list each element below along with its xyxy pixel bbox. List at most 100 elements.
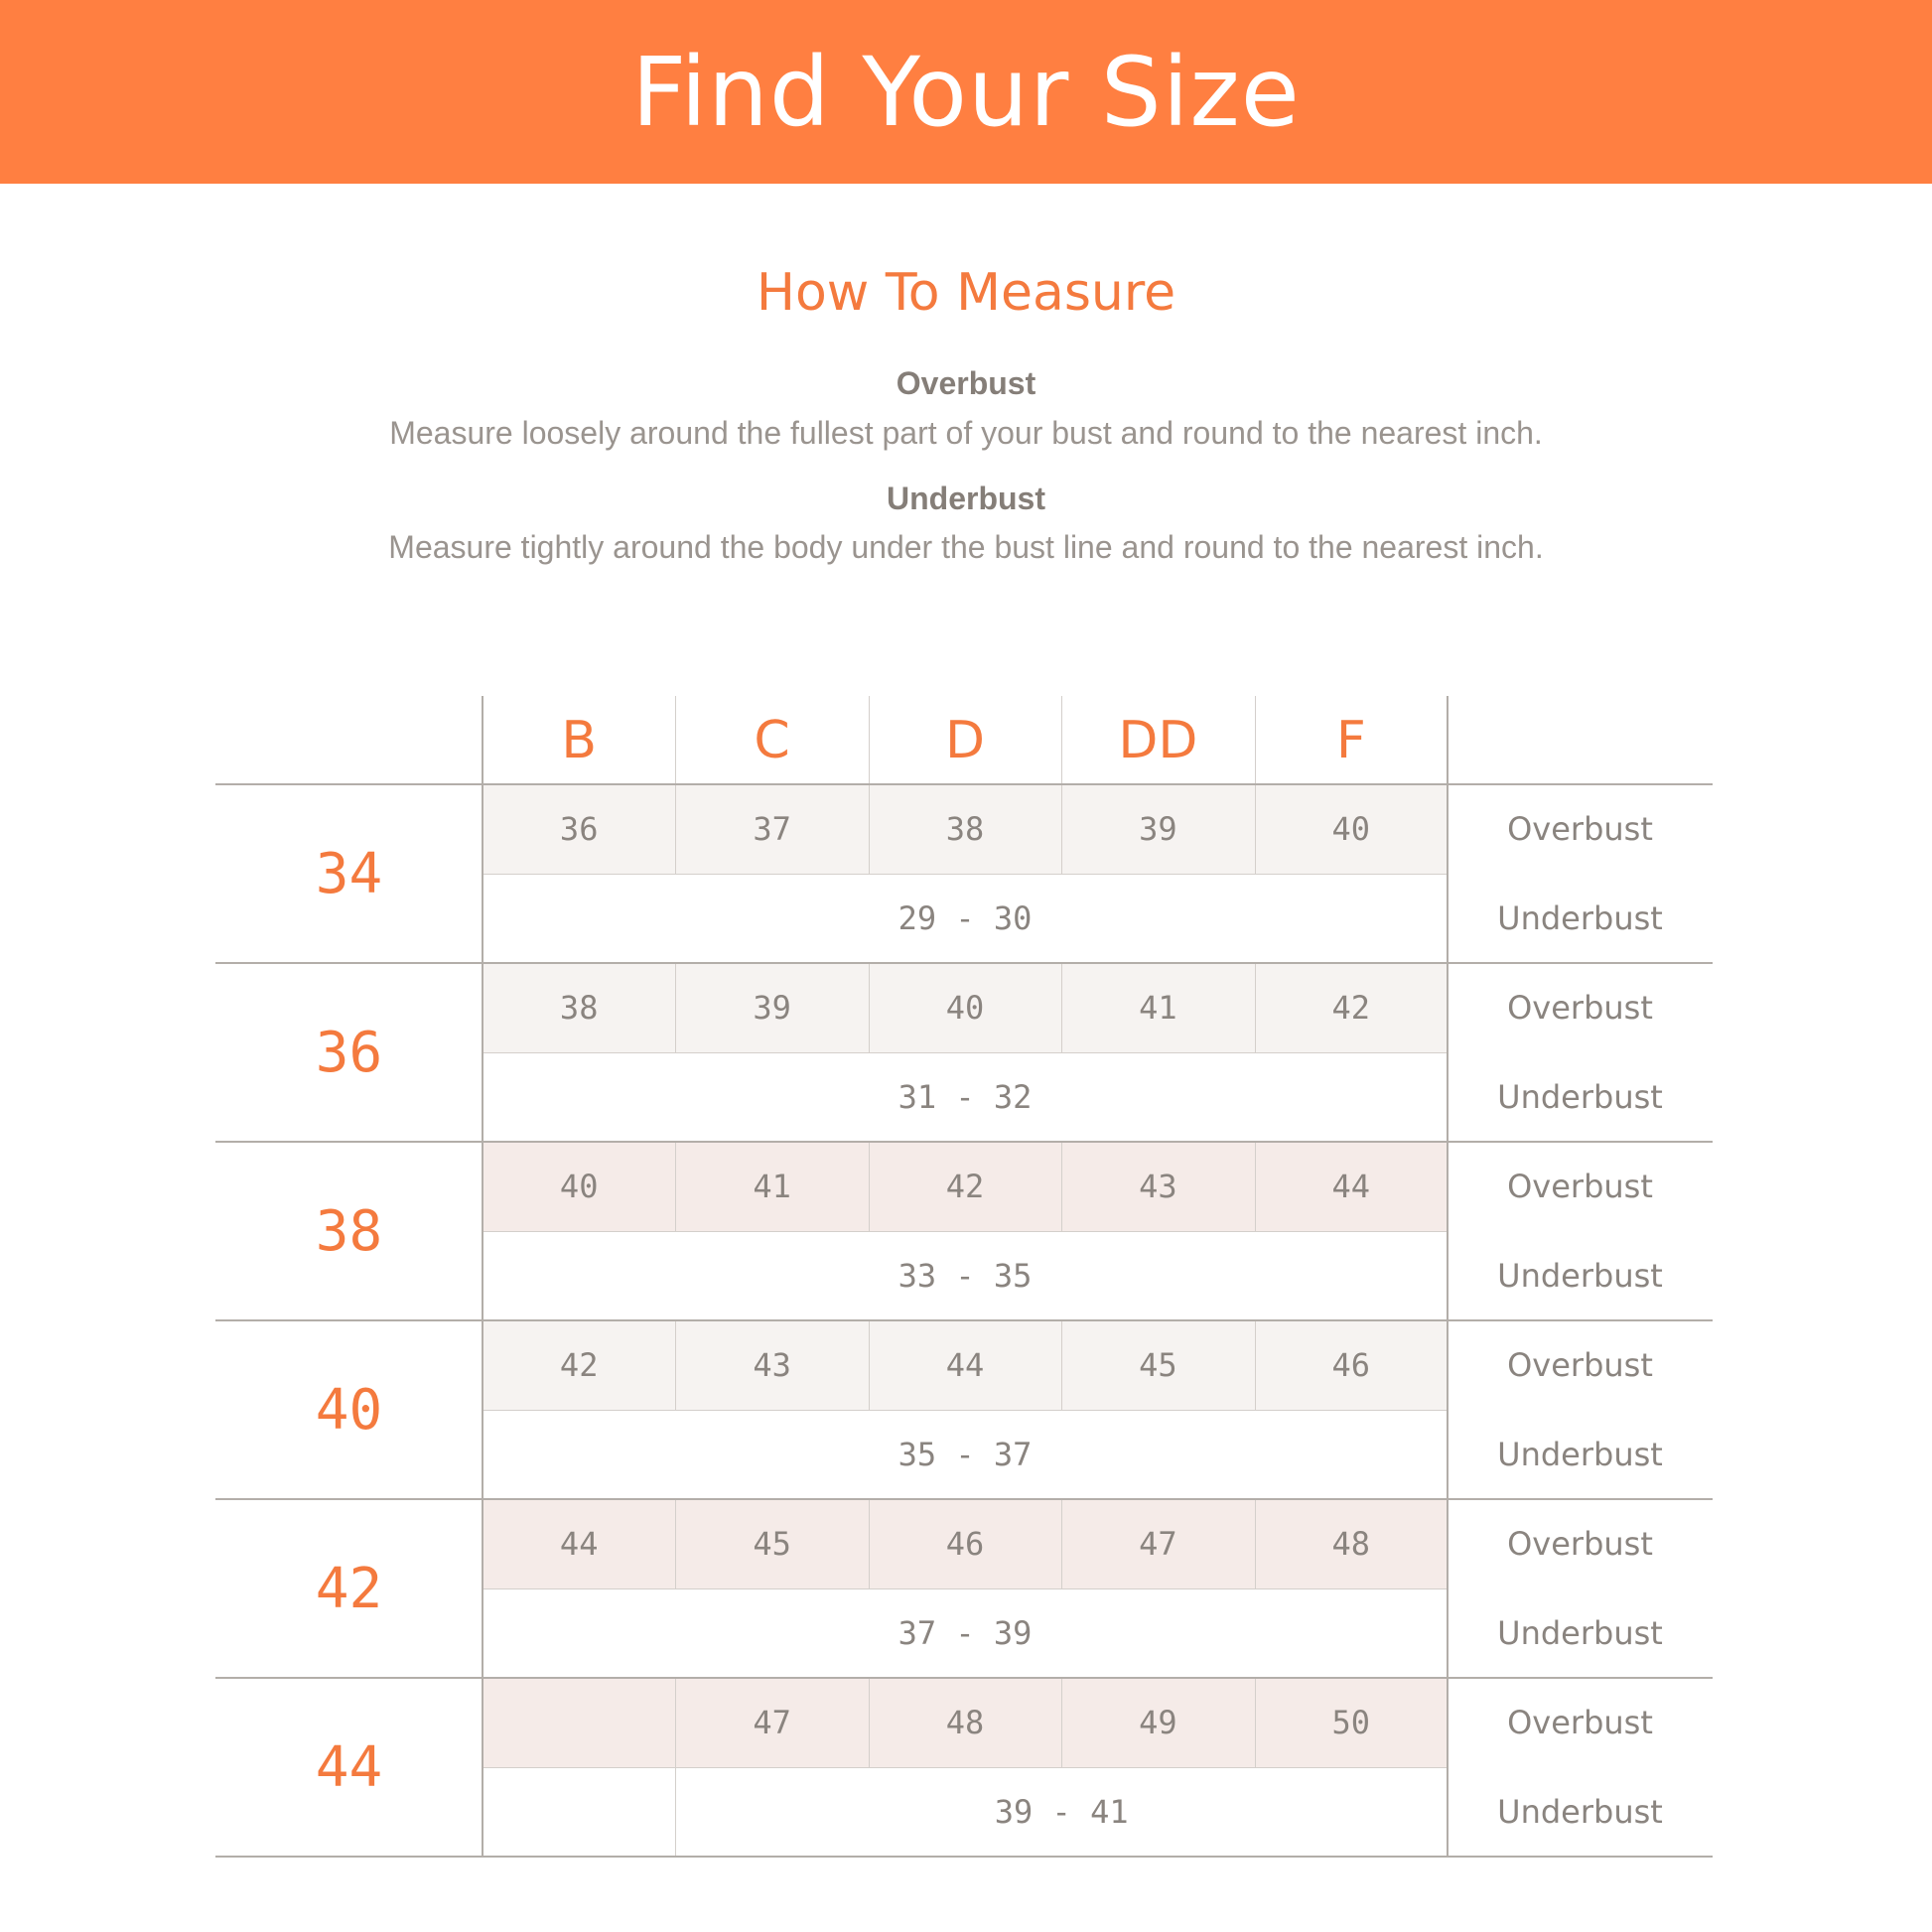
overbust-label: Overbust <box>1507 1704 1653 1741</box>
overbust-cell: 41 <box>1139 989 1177 1027</box>
overbust-cell: 40 <box>945 989 985 1027</box>
column-divider <box>868 1678 870 1767</box>
band-divider <box>215 1141 1713 1143</box>
band-size-label: 40 <box>315 1377 383 1443</box>
overbust-cell: 42 <box>1331 989 1371 1027</box>
cup-header-f: F <box>1335 710 1366 770</box>
overbust-row-bg <box>483 963 1448 1052</box>
underbust-label: Underbust <box>1497 1614 1663 1652</box>
overbust-row-bg <box>483 784 1448 874</box>
underbust-range-cell: 31 - 32 <box>897 1078 1033 1116</box>
overbust-cell: 46 <box>945 1525 985 1563</box>
underbust-term: Underbust <box>887 481 1045 516</box>
band-divider <box>215 962 1713 964</box>
underbust-label: Underbust <box>1497 1078 1663 1116</box>
overbust-cell: 45 <box>1139 1346 1177 1384</box>
underbust-label: Underbust <box>1497 1793 1663 1831</box>
column-divider <box>868 784 870 874</box>
overbust-cell: 41 <box>753 1168 791 1205</box>
column-divider <box>1061 784 1063 874</box>
overbust-cell: 40 <box>559 1168 599 1205</box>
column-divider <box>1061 1499 1063 1588</box>
overbust-cell: 38 <box>945 810 985 848</box>
row-divider <box>483 874 1448 875</box>
overbust-cell: 40 <box>1331 810 1371 848</box>
overbust-row-bg <box>483 1499 1448 1588</box>
how-to-measure-title: How To Measure <box>756 263 1176 323</box>
band-size-label: 38 <box>315 1198 383 1264</box>
overbust-row-bg <box>483 1678 1448 1767</box>
table-border <box>482 696 483 1857</box>
column-divider <box>1254 1320 1256 1410</box>
overbust-cell: 48 <box>1331 1525 1371 1563</box>
overbust-cell: 42 <box>945 1168 985 1205</box>
overbust-label: Overbust <box>1507 989 1653 1027</box>
column-divider <box>868 1320 870 1410</box>
overbust-cell: 36 <box>559 810 599 848</box>
column-divider <box>868 963 870 1052</box>
underbust-label: Underbust <box>1497 1436 1663 1473</box>
overbust-label: Overbust <box>1507 1346 1653 1384</box>
column-divider <box>675 696 677 784</box>
header-banner: Find Your Size <box>0 0 1932 184</box>
band-divider <box>215 783 1713 785</box>
band-size-label: 42 <box>315 1556 383 1621</box>
column-divider <box>675 784 677 874</box>
column-divider <box>1254 1678 1256 1767</box>
overbust-cell: 43 <box>1139 1168 1177 1205</box>
overbust-cell: 46 <box>1331 1346 1371 1384</box>
column-divider <box>1254 963 1256 1052</box>
overbust-cell: 38 <box>559 989 599 1027</box>
overbust-cell: 42 <box>559 1346 599 1384</box>
overbust-cell: 44 <box>559 1525 599 1563</box>
column-divider <box>675 1499 677 1588</box>
row-divider <box>483 1231 1448 1232</box>
overbust-cell: 37 <box>753 810 791 848</box>
overbust-cell <box>483 1678 675 1767</box>
overbust-cell: 39 <box>1139 810 1177 848</box>
cup-header-b: B <box>561 710 598 770</box>
column-divider <box>868 1142 870 1231</box>
overbust-cell: 44 <box>945 1346 985 1384</box>
overbust-description: Measure loosely around the fullest part … <box>389 415 1543 451</box>
cup-header-d: D <box>944 710 986 770</box>
underbust-range-cell: 37 - 39 <box>897 1614 1033 1652</box>
column-divider <box>675 1767 677 1857</box>
band-size-label: 36 <box>315 1020 383 1085</box>
overbust-cell: 43 <box>753 1346 791 1384</box>
underbust-range-cell: 33 - 35 <box>897 1257 1033 1295</box>
underbust-label: Underbust <box>1497 1257 1663 1295</box>
underbust-label: Underbust <box>1497 899 1663 937</box>
band-divider <box>215 1498 1713 1500</box>
overbust-cell: 48 <box>945 1704 985 1741</box>
band-divider <box>215 1319 1713 1321</box>
column-divider <box>1061 1142 1063 1231</box>
cup-header-c: C <box>754 710 790 770</box>
overbust-cell: 44 <box>1331 1168 1371 1205</box>
row-divider <box>483 1410 1448 1411</box>
band-divider <box>215 1677 1713 1679</box>
overbust-label: Overbust <box>1507 810 1653 848</box>
band-size-label: 34 <box>315 841 383 906</box>
overbust-cell: 47 <box>1139 1525 1177 1563</box>
overbust-term: Overbust <box>896 365 1036 401</box>
underbust-range-cell: 39 - 41 <box>994 1793 1129 1831</box>
column-divider <box>675 963 677 1052</box>
overbust-cell: 45 <box>753 1525 791 1563</box>
underbust-range-cell: 35 - 37 <box>897 1436 1033 1473</box>
cup-header-dd: DD <box>1118 710 1198 770</box>
overbust-label: Overbust <box>1507 1525 1653 1563</box>
table-border <box>1447 696 1449 1857</box>
column-divider <box>1061 1678 1063 1767</box>
underbust-description: Measure tightly around the body under th… <box>388 529 1544 565</box>
overbust-cell: 49 <box>1139 1704 1177 1741</box>
overbust-cell: 39 <box>753 989 791 1027</box>
band-size-label: 44 <box>315 1734 383 1800</box>
column-divider <box>1061 696 1063 784</box>
page-title: Find Your Size <box>631 36 1301 148</box>
overbust-label: Overbust <box>1507 1168 1653 1205</box>
overbust-row-bg <box>483 1320 1448 1410</box>
row-divider <box>483 1052 1448 1053</box>
column-divider <box>868 1499 870 1588</box>
overbust-row-bg <box>483 1142 1448 1231</box>
